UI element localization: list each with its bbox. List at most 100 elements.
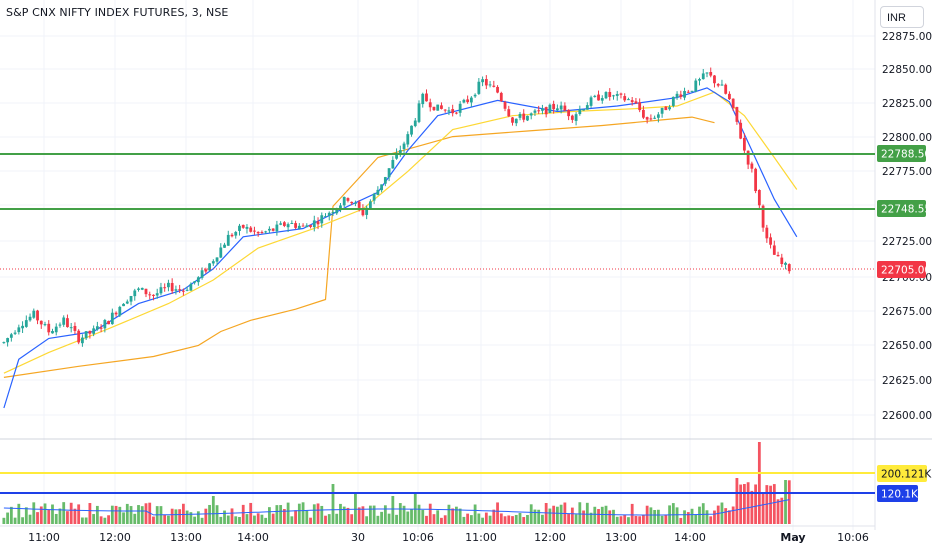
candle-body	[226, 234, 230, 246]
candle-body	[713, 75, 716, 84]
price-axis[interactable]: 22875.00 22850.00 22825.00 22800.00 2277…	[882, 31, 932, 422]
candle-body	[368, 201, 372, 209]
volume-bar	[469, 515, 473, 524]
time-tick: 10:06	[402, 531, 434, 544]
candle-body	[645, 117, 649, 120]
candle-body	[585, 105, 589, 110]
candle-body	[428, 102, 432, 108]
candle-body	[724, 84, 728, 94]
volume-bar	[2, 517, 6, 524]
candle-body	[208, 263, 211, 271]
candle-body	[391, 159, 395, 169]
candle-body	[47, 323, 51, 333]
candle-body	[88, 330, 92, 334]
candle-body	[443, 109, 447, 111]
volume-bar	[230, 508, 234, 524]
volume-bar	[395, 514, 398, 524]
volume-bar	[432, 514, 436, 524]
volume-bar	[275, 505, 279, 524]
volume-bar	[757, 442, 761, 524]
volume-bar	[724, 508, 728, 524]
candle-body	[630, 100, 634, 103]
candle-body	[600, 98, 604, 101]
volume-bar	[499, 513, 503, 524]
volume-bar	[54, 513, 58, 524]
volume-badge-blue[interactable]: 120.1K	[877, 485, 919, 502]
volume-bar	[447, 504, 451, 524]
volume-bar	[582, 510, 585, 524]
volume-bar	[574, 514, 578, 524]
candle-body	[316, 221, 320, 225]
volume-bar	[170, 508, 174, 524]
candle-body	[43, 324, 47, 326]
volume-bar	[335, 513, 339, 524]
candle-body	[499, 92, 503, 102]
level-badge-1[interactable]: 22788.50	[877, 145, 931, 162]
volume-bar	[701, 503, 705, 524]
volume-bar	[608, 510, 612, 524]
candle-body	[761, 205, 765, 228]
candle-body	[417, 103, 421, 122]
candle-body	[361, 207, 365, 216]
volume-bar	[350, 514, 354, 524]
candles	[2, 67, 791, 347]
candle-body	[481, 79, 484, 83]
candle-body	[84, 331, 88, 339]
volume-bar	[256, 513, 260, 524]
volume-bar	[137, 505, 140, 524]
candle-body	[537, 110, 541, 112]
volume-bar	[709, 516, 713, 524]
candle-body	[282, 222, 286, 226]
price-tick: 22675.00	[882, 306, 932, 318]
volume-bar	[462, 516, 466, 524]
candle-body	[170, 283, 174, 292]
candle-body	[619, 93, 623, 95]
level-badge-2-text: 22748.55	[881, 204, 931, 216]
volume-bar	[529, 504, 533, 524]
candle-body	[331, 211, 335, 213]
volume-bar	[477, 513, 481, 524]
candle-body	[668, 107, 671, 110]
price-tick: 22875.00	[882, 31, 932, 43]
candle-body	[66, 318, 69, 328]
candle-body	[174, 289, 178, 291]
candle-body	[746, 150, 750, 165]
candle-body	[271, 228, 275, 231]
volume-bar	[286, 502, 290, 524]
current-price-badge[interactable]: 22705.00	[877, 261, 931, 278]
candle-body	[451, 109, 455, 114]
candle-body	[107, 320, 110, 325]
candle-body	[372, 193, 376, 201]
volume-bar	[376, 515, 380, 524]
candle-body	[69, 327, 73, 329]
candle-body	[309, 225, 312, 227]
volume-bar	[185, 510, 189, 524]
candle-body	[110, 312, 114, 325]
volume-bar	[271, 513, 275, 524]
volume-bar	[619, 516, 623, 524]
volume-bar	[623, 515, 627, 524]
volume-bar	[361, 506, 365, 524]
volume-bar	[466, 513, 470, 524]
candle-body	[301, 225, 305, 227]
symbol-title[interactable]: S&P CNX NIFTY INDEX FUTURES, 3, NSE	[6, 6, 229, 19]
candle-body	[137, 288, 140, 290]
volume-bar	[301, 502, 305, 524]
volume-bar	[178, 509, 182, 524]
volume-bar	[694, 514, 698, 524]
level-badge-2[interactable]: 22748.55	[877, 200, 931, 217]
candle-body	[638, 102, 642, 111]
candle-body	[152, 294, 155, 296]
currency-button[interactable]: INR	[880, 6, 924, 28]
vwap-path	[3, 116, 715, 378]
time-axis[interactable]: 11:00 12:00 13:00 14:00 30 10:06 11:00 1…	[28, 531, 869, 544]
candle-body	[529, 113, 533, 116]
volume-bar	[32, 502, 36, 524]
volume-bar	[440, 517, 443, 524]
candle-body	[466, 99, 470, 103]
candle-body	[144, 288, 148, 295]
volume-badge-yellow[interactable]: 200.121K	[877, 465, 932, 482]
candle-body	[604, 92, 608, 99]
